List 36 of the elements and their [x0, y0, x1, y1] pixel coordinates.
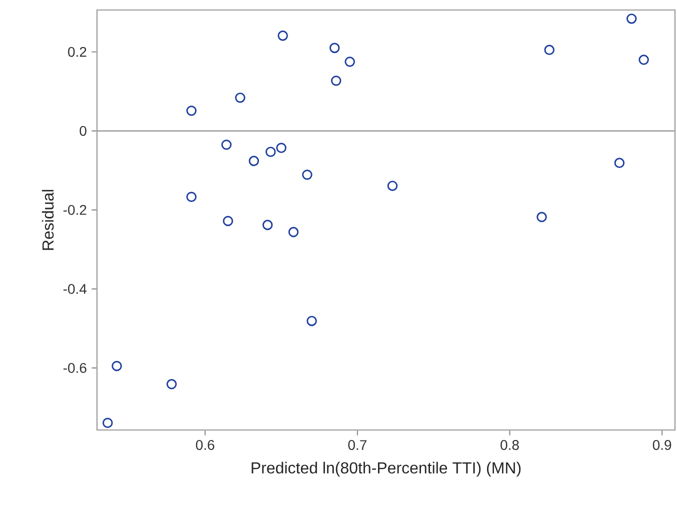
point — [302, 170, 312, 180]
point — [344, 56, 355, 67]
point — [306, 316, 317, 326]
point — [329, 42, 340, 54]
point — [235, 92, 246, 103]
point — [262, 220, 273, 230]
x-axis-title: Predicted ln(80th-Percentile TTI) (MN) — [252, 462, 521, 477]
point — [221, 140, 232, 150]
point — [278, 30, 288, 41]
point — [614, 158, 625, 168]
y-tick-label: 0 — [80, 126, 86, 136]
x-tick-label: 0.7 — [348, 440, 366, 450]
point — [248, 156, 260, 166]
point — [222, 216, 234, 226]
point — [626, 14, 637, 24]
point — [112, 360, 122, 372]
y-tick-label: -0.2 — [63, 204, 86, 215]
point — [186, 106, 197, 116]
x-tick-label: 0.9 — [652, 440, 672, 450]
point — [330, 76, 342, 86]
point — [536, 212, 547, 222]
point — [276, 142, 286, 154]
point — [265, 146, 276, 157]
point — [638, 54, 649, 65]
point — [166, 379, 177, 390]
point — [186, 192, 197, 202]
point — [387, 180, 398, 191]
y-axis-title: Residual — [42, 190, 54, 250]
x-tick-label: 0.6 — [196, 440, 214, 450]
y-tick-label: -0.4 — [63, 284, 87, 294]
y-tick-label: 0.2 — [68, 46, 86, 57]
x-tick-label: 0.8 — [500, 440, 519, 450]
point — [288, 226, 299, 238]
point — [102, 418, 113, 428]
point — [544, 44, 554, 56]
y-tick-label: -0.6 — [63, 363, 86, 373]
